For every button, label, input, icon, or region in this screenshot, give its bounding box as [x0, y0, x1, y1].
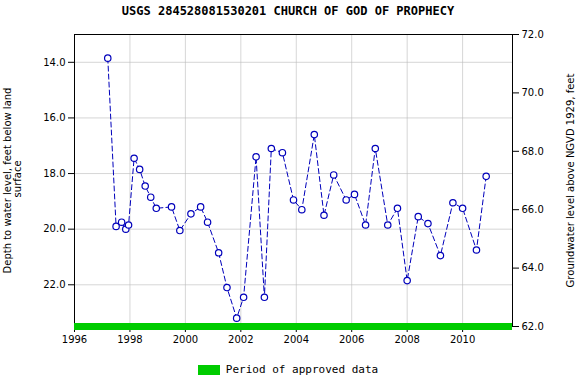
svg-text:2000: 2000	[173, 334, 198, 345]
svg-text:20.0: 20.0	[43, 223, 65, 234]
svg-text:2002: 2002	[228, 334, 253, 345]
html-text:USGS 284528081530201 CHURCH OF: USGS 284528081530201 CHURCH OF GOD OF PR…	[121, 4, 455, 18]
svg-text:2010: 2010	[450, 334, 475, 345]
svg-text:Groundwater level above NGVD 1: Groundwater level above NGVD 1929, feet	[565, 74, 576, 288]
svg-text:70.0: 70.0	[522, 87, 544, 98]
svg-text:64.0: 64.0	[522, 262, 544, 273]
svg-text:2004: 2004	[284, 334, 309, 345]
svg-text:14.0: 14.0	[43, 57, 65, 68]
svg-text:1998: 1998	[117, 334, 142, 345]
svg-text:1996: 1996	[62, 334, 87, 345]
html-text:Period of approved data: Period of approved data	[225, 363, 379, 376]
svg-text:Depth to water level, feet bel: Depth to water level, feet below land su…	[2, 88, 23, 274]
svg-text:2006: 2006	[339, 334, 364, 345]
svg-text:68.0: 68.0	[522, 146, 544, 157]
svg-text:62.0: 62.0	[522, 321, 544, 332]
svg-text:18.0: 18.0	[43, 168, 65, 179]
svg-text:66.0: 66.0	[522, 204, 544, 215]
svg-text:2008: 2008	[394, 334, 419, 345]
svg-text:72.0: 72.0	[522, 29, 544, 40]
svg-text:16.0: 16.0	[43, 112, 65, 123]
svg-text:22.0: 22.0	[43, 279, 65, 290]
